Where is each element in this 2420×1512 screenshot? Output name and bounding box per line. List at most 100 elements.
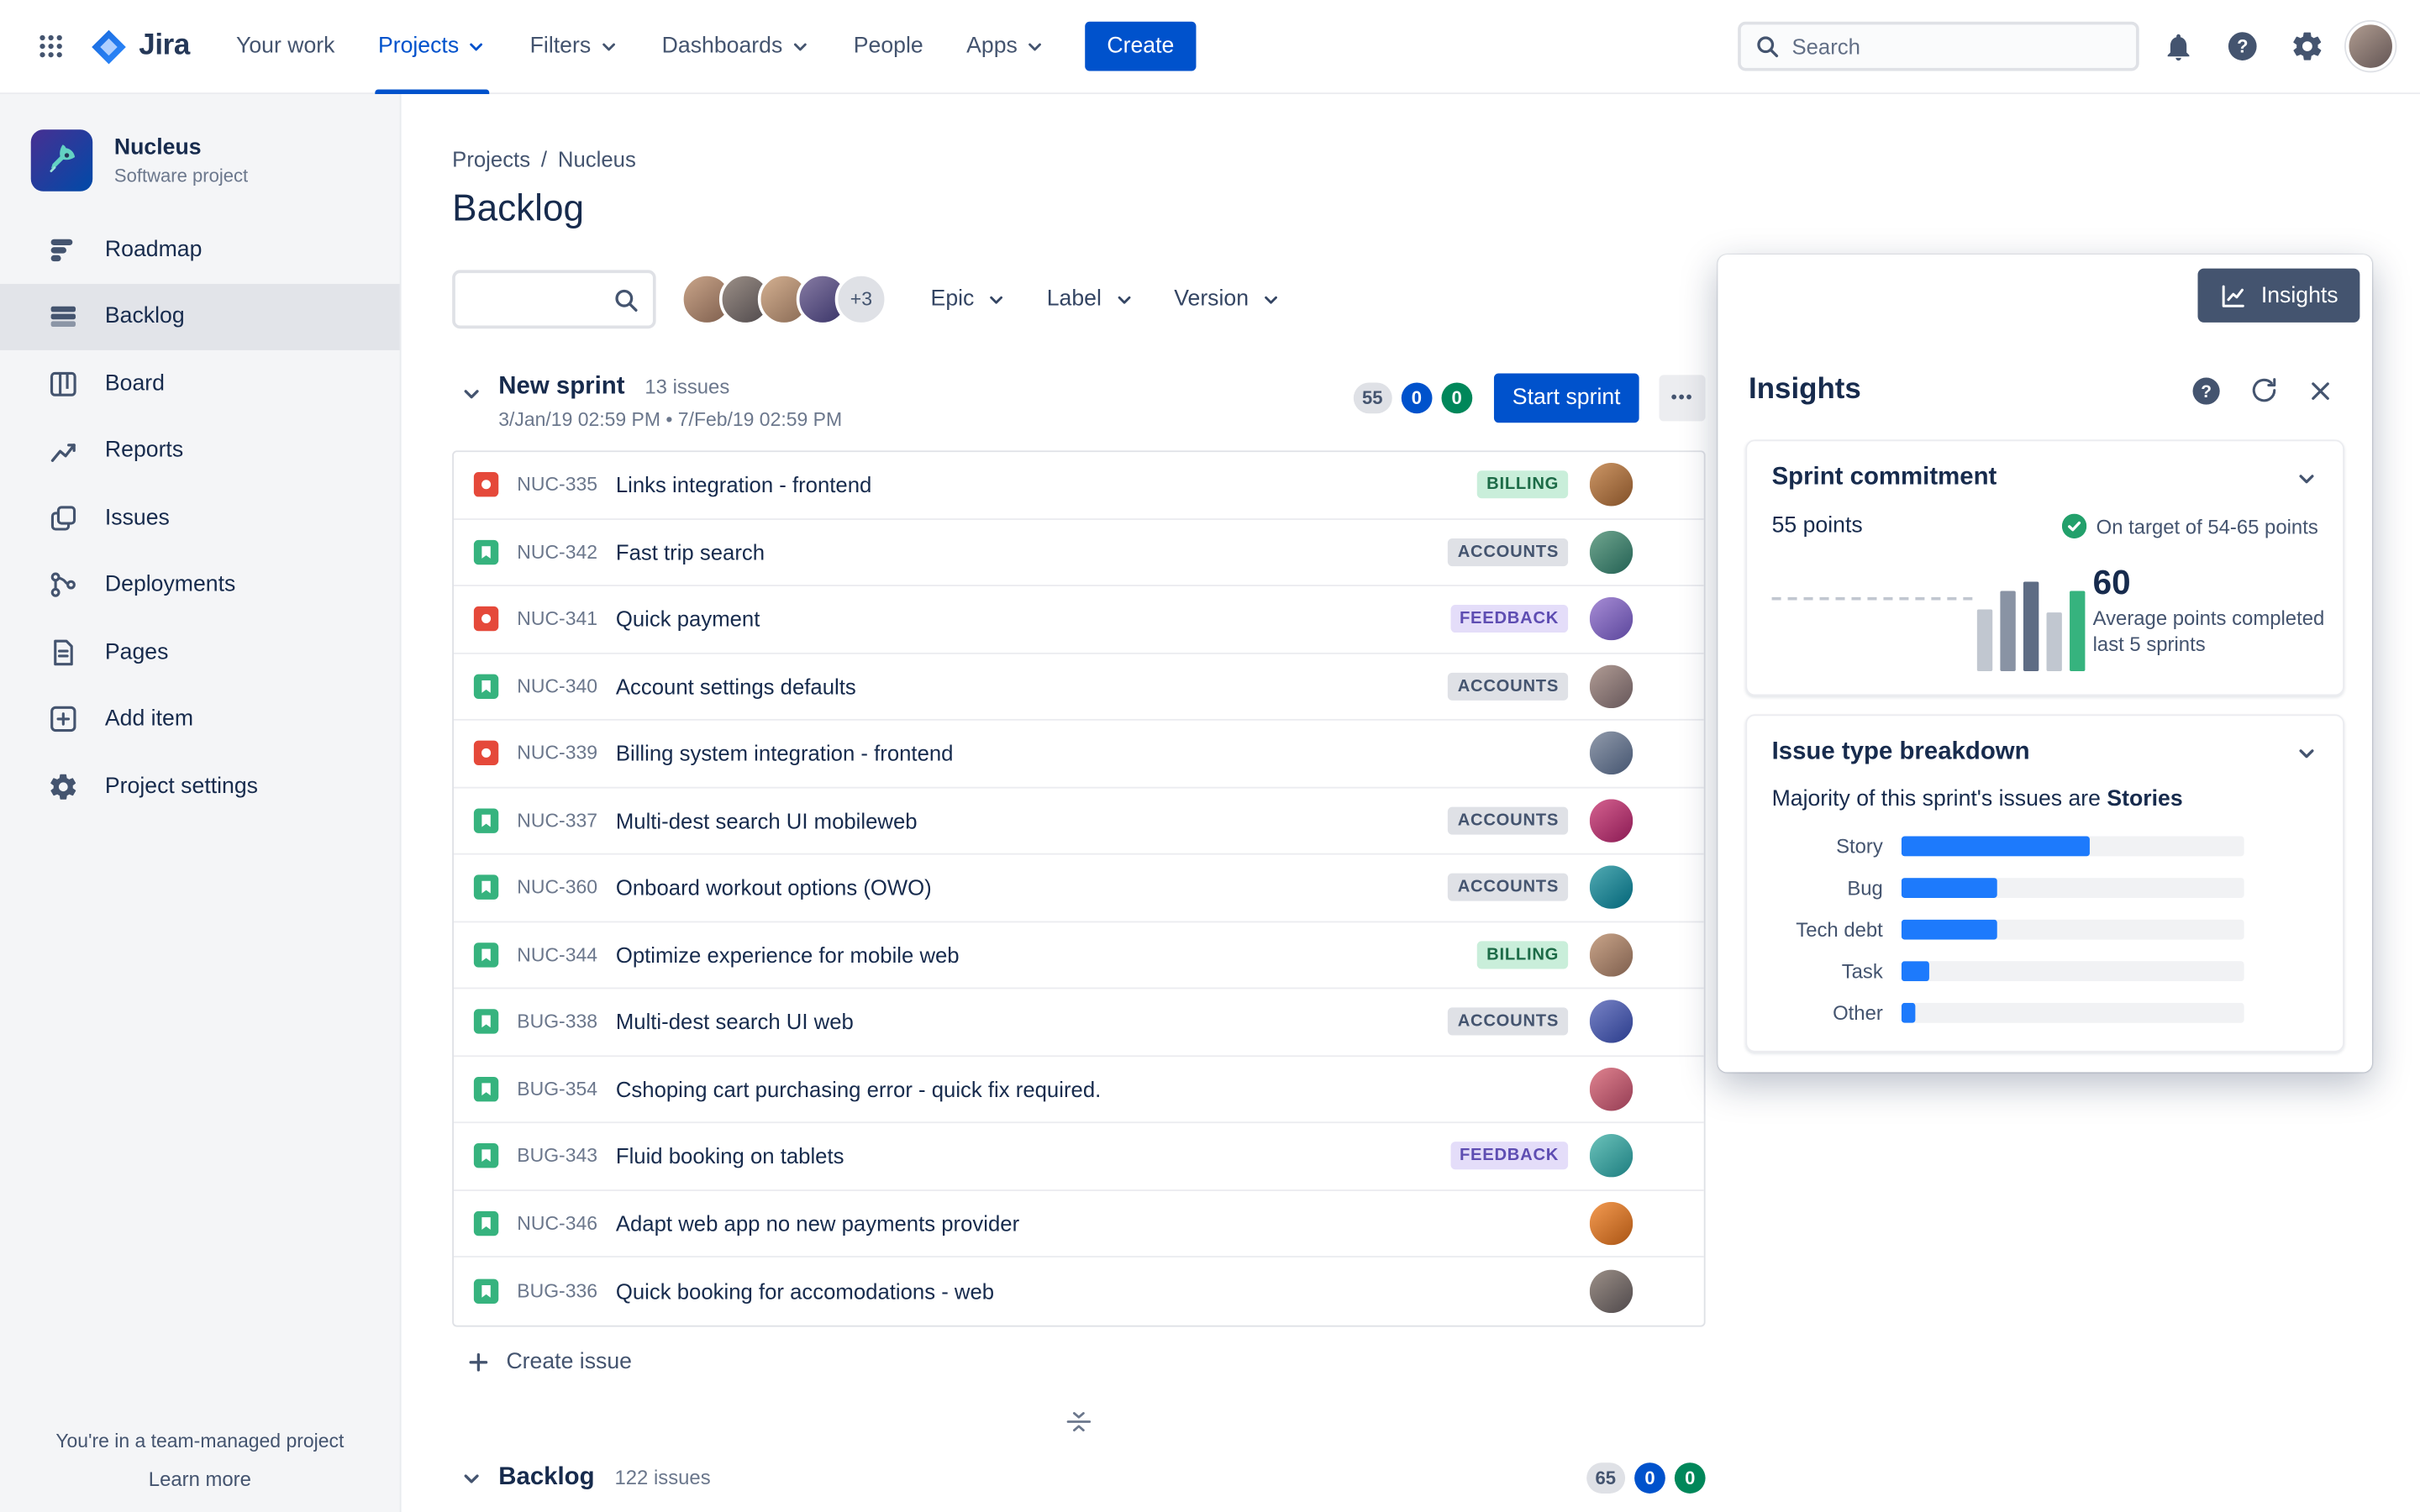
- sprint-name[interactable]: New sprint: [498, 373, 625, 400]
- sidebar-item-reports[interactable]: Reports: [0, 417, 400, 485]
- issue-row[interactable]: NUC-342 Fast trip search ACCOUNTS: [454, 519, 1704, 586]
- sidebar-item-label: Roadmap: [104, 237, 203, 262]
- create-button[interactable]: Create: [1085, 21, 1197, 71]
- sprint-bar: [2046, 612, 2062, 671]
- backlog-section-name[interactable]: Backlog: [498, 1464, 595, 1491]
- global-search[interactable]: [1738, 21, 2139, 71]
- backlog-issue-count: 122 issues: [614, 1465, 711, 1489]
- issue-row[interactable]: NUC-344 Optimize experience for mobile we…: [454, 921, 1704, 990]
- collapse-sprint-button[interactable]: [452, 375, 489, 412]
- user-avatar[interactable]: [2345, 21, 2396, 71]
- committed-points: 55 points: [1771, 513, 1863, 539]
- sidebar-item-roadmap[interactable]: Roadmap: [0, 216, 400, 283]
- assignee-avatar[interactable]: [1589, 1134, 1634, 1178]
- insights-toggle-button[interactable]: Insights: [2197, 268, 2360, 323]
- issue-row[interactable]: NUC-339 Billing system integration - fron…: [454, 721, 1704, 788]
- issue-row[interactable]: NUC-346 Adapt web app no new payments pro…: [454, 1190, 1704, 1257]
- story-icon: [473, 1076, 499, 1101]
- backlog-search-input[interactable]: [471, 286, 604, 312]
- assignee-avatar[interactable]: [1589, 1067, 1634, 1110]
- start-sprint-button[interactable]: Start sprint: [1493, 373, 1639, 423]
- assignee-avatar[interactable]: [1589, 1269, 1634, 1313]
- help-button[interactable]: ?: [2217, 20, 2269, 72]
- assignee-avatar[interactable]: [1589, 664, 1634, 708]
- filter-dropdown-label: Version: [1174, 286, 1249, 312]
- sprint-bar: [2000, 591, 2016, 671]
- app-switcher-button[interactable]: [24, 20, 76, 72]
- insights-panel: Insights Insights ? Sprint commitment 55…: [1718, 255, 2373, 1073]
- chevron-down-icon[interactable]: [2295, 742, 2318, 765]
- issue-row[interactable]: BUG-336 Quick booking for accomodations -…: [454, 1257, 1704, 1325]
- breadcrumb-project-name[interactable]: Nucleus: [557, 146, 636, 171]
- issue-row[interactable]: NUC-341 Quick payment FEEDBACK: [454, 586, 1704, 654]
- notifications-button[interactable]: [2151, 20, 2203, 72]
- project-info: Nucleus Software project: [114, 135, 248, 186]
- sidebar-item-label: Pages: [104, 639, 169, 665]
- issue-row[interactable]: NUC-360 Onboard workout options (OWO) ACCO…: [454, 855, 1704, 922]
- nav-item-projects[interactable]: Projects: [356, 0, 508, 94]
- assignee-avatar[interactable]: [1589, 1201, 1634, 1245]
- sidebar-item-pages[interactable]: Pages: [0, 619, 400, 686]
- issue-row[interactable]: BUG-343 Fluid booking on tablets FEEDBACK: [454, 1123, 1704, 1191]
- sprint-title-block: New sprint 13 issues 3/Jan/19 02:59 PM • …: [498, 373, 842, 430]
- filter-dropdown-version[interactable]: Version: [1159, 276, 1297, 323]
- settings-button[interactable]: [2281, 20, 2333, 72]
- sprint-header: New sprint 13 issues 3/Jan/19 02:59 PM • …: [452, 373, 1706, 430]
- project-avatar: [30, 129, 93, 192]
- assignee-avatar[interactable]: [1589, 932, 1634, 977]
- close-icon[interactable]: [2306, 375, 2335, 405]
- app-grid-icon: [35, 31, 66, 62]
- assignee-avatar[interactable]: [1589, 732, 1634, 775]
- sidebar-item-project-settings[interactable]: Project settings: [0, 753, 400, 820]
- nav-item-people[interactable]: People: [832, 0, 944, 93]
- collapse-backlog-button[interactable]: [452, 1460, 489, 1497]
- more-members-button[interactable]: +3: [834, 273, 888, 326]
- assignee-avatar[interactable]: [1589, 798, 1634, 843]
- issue-row[interactable]: NUC-335 Links integration - frontend BILLI…: [454, 452, 1704, 520]
- sidebar-item-deployments[interactable]: Deployments: [0, 552, 400, 619]
- sidebar-item-backlog[interactable]: Backlog: [0, 283, 400, 350]
- gear-icon: [2291, 29, 2324, 63]
- refresh-icon[interactable]: [2249, 375, 2280, 406]
- assignee-avatar[interactable]: [1589, 1000, 1634, 1044]
- chevron-down-icon[interactable]: [2295, 467, 2318, 491]
- chevron-down-icon: [466, 36, 487, 56]
- global-search-input[interactable]: [1791, 34, 2123, 59]
- issue-row[interactable]: NUC-337 Multi-dest search UI mobileweb ACC…: [454, 788, 1704, 855]
- assignee-avatar[interactable]: [1589, 865, 1634, 910]
- breakdown-bar: [1901, 919, 1998, 940]
- backlog-search[interactable]: [452, 270, 656, 329]
- breadcrumb-projects[interactable]: Projects: [452, 146, 531, 171]
- issue-row[interactable]: BUG-338 Multi-dest search UI web ACCOUNTS: [454, 989, 1704, 1057]
- sidebar-item-add-item[interactable]: Add item: [0, 685, 400, 753]
- resize-grip-icon[interactable]: [1065, 1411, 1092, 1431]
- breadcrumb: Projects / Nucleus: [452, 146, 2420, 171]
- filter-dropdown-epic[interactable]: Epic: [915, 276, 1022, 323]
- nav-item-your-work[interactable]: Your work: [214, 0, 356, 93]
- sidebar-item-issues[interactable]: Issues: [0, 485, 400, 552]
- status-count-badge: 65: [1586, 1462, 1626, 1494]
- assignee-avatar[interactable]: [1589, 463, 1634, 507]
- story-icon: [473, 674, 499, 699]
- breakdown-row: Task: [1772, 959, 2318, 983]
- issue-row[interactable]: NUC-340 Account settings defaults ACCOUNTS: [454, 654, 1704, 721]
- sprint-commitment-card: Sprint commitment 55 points On target of…: [1745, 439, 2344, 696]
- learn-more-link[interactable]: Learn more: [148, 1467, 251, 1491]
- nav-item-filters[interactable]: Filters: [508, 0, 640, 93]
- jira-logo[interactable]: Jira: [90, 27, 190, 66]
- nav-item-dashboards[interactable]: Dashboards: [640, 0, 832, 93]
- create-issue-button[interactable]: Create issue: [466, 1349, 632, 1374]
- reports-icon: [48, 435, 79, 466]
- assignee-avatar[interactable]: [1589, 597, 1634, 641]
- nav-item-apps[interactable]: Apps: [944, 0, 1066, 93]
- help-circle-icon[interactable]: ?: [2190, 374, 2223, 407]
- filter-dropdown-label[interactable]: Label: [1031, 276, 1149, 323]
- assignee-avatar[interactable]: [1589, 530, 1634, 574]
- issue-label-badge: FEEDBACK: [1449, 1142, 1569, 1170]
- backlog-status-badges: 65 0 0: [1586, 1462, 1706, 1494]
- sidebar-item-board[interactable]: Board: [0, 350, 400, 417]
- breakdown-track: [1901, 836, 2244, 857]
- issue-row[interactable]: BUG-354 Cshoping cart purchasing error - …: [454, 1056, 1704, 1124]
- project-header[interactable]: Nucleus Software project: [0, 94, 400, 216]
- sprint-more-button[interactable]: •••: [1659, 375, 1706, 422]
